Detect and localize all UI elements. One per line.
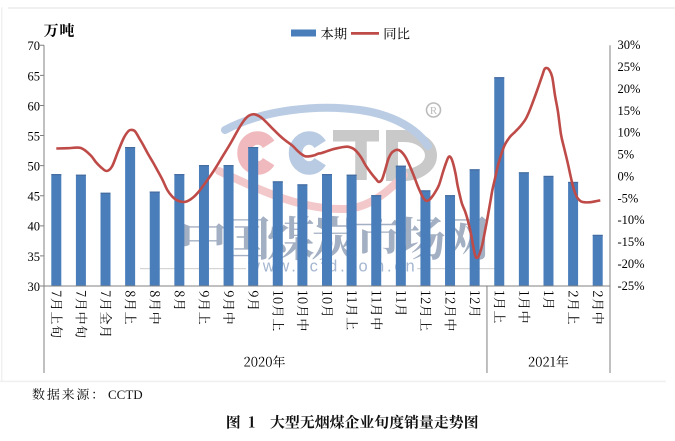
svg-text:65: 65 (28, 69, 41, 83)
svg-text:30: 30 (28, 280, 41, 294)
svg-text:70: 70 (28, 39, 41, 53)
svg-text:-5%: -5% (618, 191, 639, 205)
svg-text:20%: 20% (618, 82, 641, 96)
svg-text:40: 40 (28, 220, 41, 234)
svg-text:25%: 25% (618, 60, 641, 74)
svg-text:15%: 15% (618, 104, 641, 118)
svg-text:30%: 30% (618, 38, 641, 52)
svg-text:www.cctd.com.cn: www.cctd.com.cn (247, 258, 417, 276)
svg-text:35: 35 (28, 250, 41, 264)
svg-text:50: 50 (28, 160, 41, 174)
svg-text:CCTD: CCTD (108, 387, 143, 402)
svg-text:-10%: -10% (618, 213, 645, 227)
svg-text:-25%: -25% (618, 279, 645, 293)
svg-text:45: 45 (28, 190, 41, 204)
svg-text:R: R (430, 105, 438, 117)
svg-text:5%: 5% (618, 148, 635, 162)
svg-text:-20%: -20% (618, 257, 645, 271)
svg-text:-15%: -15% (618, 235, 645, 249)
svg-text:55: 55 (28, 129, 41, 143)
svg-text:10%: 10% (618, 126, 641, 140)
svg-text:60: 60 (28, 99, 41, 113)
svg-text:0%: 0% (618, 169, 635, 183)
